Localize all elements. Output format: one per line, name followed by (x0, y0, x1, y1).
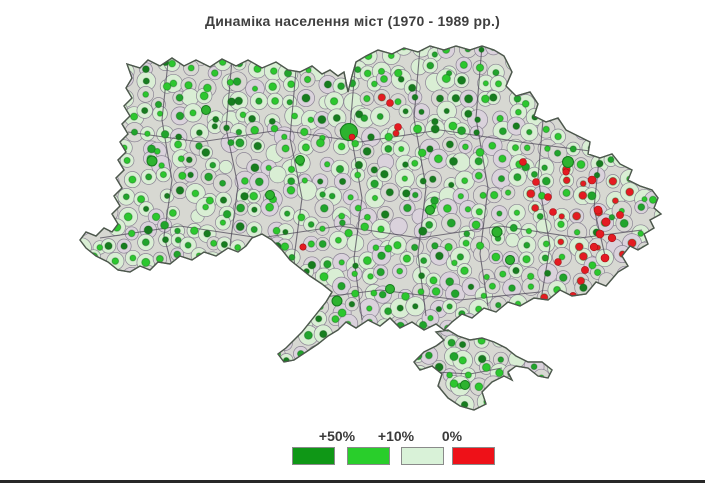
country-outline (79, 45, 663, 411)
legend-swatch-growth-over-50pct (292, 447, 335, 465)
legend: +50% +10% 0% (290, 428, 500, 470)
declining-city-dots-layer (299, 99, 624, 300)
legend-break-0: 0% (441, 428, 463, 444)
legend-swatch-growth-10-to-50pct (347, 447, 390, 465)
legend-swatch-growth-0-to-10pct (401, 447, 444, 465)
map-title: Динаміка населення міст (1970 - 1989 рр.… (205, 13, 500, 29)
legend-break-50: +50% (318, 428, 356, 444)
ukraine-map (79, 45, 663, 411)
legend-break-10: +10% (377, 428, 415, 444)
legend-swatch-decline (452, 447, 495, 465)
bottom-divider (0, 480, 705, 483)
